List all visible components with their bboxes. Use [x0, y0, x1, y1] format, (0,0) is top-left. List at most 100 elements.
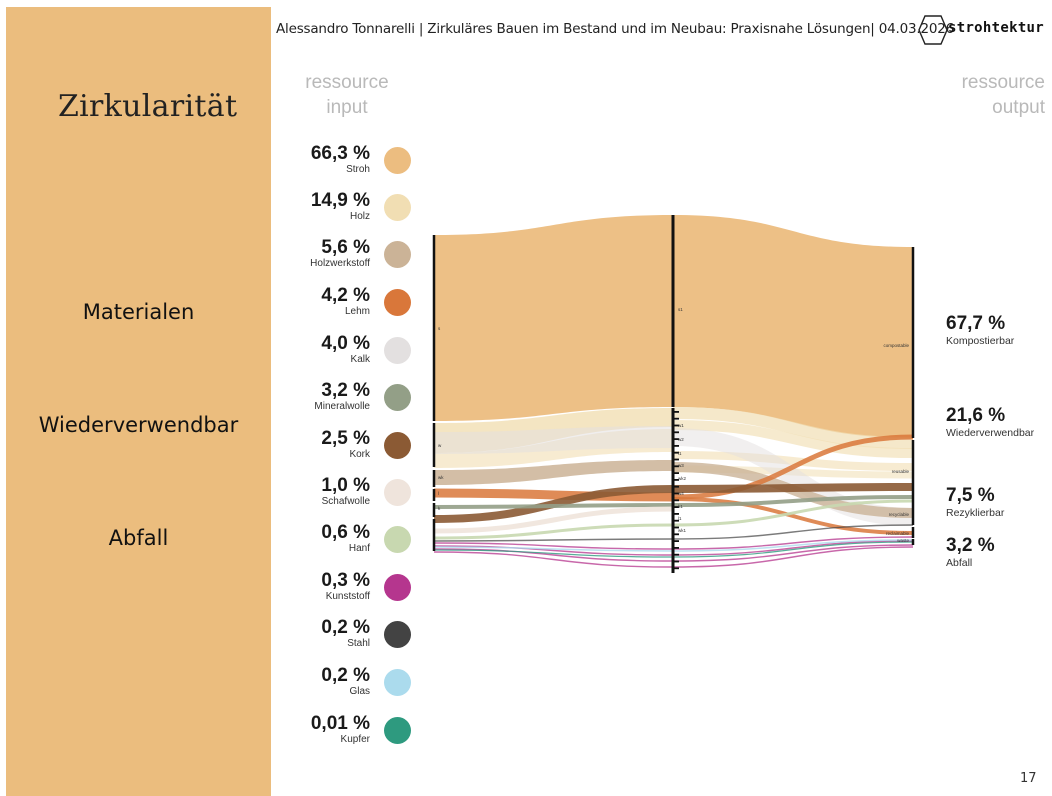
- sankey-node-labels: s w wk l k s1 w1 w2 l1 w3 wk2 w4 k1 l1 wk1 compostable r…: [438, 307, 909, 543]
- node-label: l1: [678, 516, 682, 521]
- node-tick: [674, 533, 679, 536]
- node-bar-col3-compostable: [911, 247, 915, 438]
- node-label: wk: [438, 475, 444, 480]
- node-tick: [674, 465, 679, 468]
- node-label: w: [438, 443, 442, 448]
- sidebar-item-wiederverwendbar[interactable]: Wiederverwendbar: [38, 413, 239, 437]
- node-tick: [674, 417, 679, 420]
- legend-color-dot: [384, 289, 411, 316]
- output-item: 3,2 % Abfall: [946, 535, 995, 569]
- flow-holzwerkstoff-left: [434, 460, 673, 485]
- node-label: w2: [678, 437, 684, 442]
- flow-hanf-left: [433, 523, 674, 540]
- node-tick: [674, 553, 679, 556]
- flow-mineralwolle-left: [433, 503, 674, 509]
- node-bar-col3-reusable: [911, 440, 915, 525]
- flow-hanf-right: [672, 499, 914, 527]
- node-label: k1: [678, 504, 683, 509]
- legend-color-dot: [384, 479, 411, 506]
- node-label: s: [438, 326, 441, 331]
- node-bar-col1-holz: [432, 423, 436, 467]
- legend-material-name: Kalk: [350, 354, 370, 365]
- legend-material-name: Schafwolle: [321, 496, 370, 507]
- legend-color-dot: [384, 621, 411, 648]
- node-bar-col1-kork: [432, 503, 436, 517]
- node-tick: [674, 458, 679, 461]
- output-category-name: Rezyklierbar: [946, 507, 1005, 519]
- node-label: l1: [678, 451, 682, 456]
- node-tick: [674, 479, 679, 481]
- legend-item: 0,3 % Kunststoff: [270, 570, 420, 614]
- legend-item: 3,2 % Mineralwolle: [270, 380, 420, 424]
- legend-color-dot: [384, 432, 411, 459]
- sankey-node-bars: [432, 215, 915, 573]
- legend-material-name: Holzwerkstoff: [310, 258, 370, 269]
- flow-kunststoff-right: [672, 546, 914, 568]
- node-bar-col3-recyclable: [911, 527, 915, 538]
- legend-percent: 0,01 %: [310, 713, 370, 734]
- node-tick: [674, 438, 679, 440]
- node-bar-col1-lehm: [432, 489, 436, 501]
- node-label: w1: [678, 423, 684, 428]
- legend-percent: 2,5 %: [321, 428, 370, 449]
- node-label: s1: [678, 307, 683, 312]
- legend-percent: 0,3 %: [321, 570, 370, 591]
- node-bar-col2-rest: [671, 408, 675, 573]
- node-tick: [674, 540, 679, 542]
- node-label: wk1: [678, 528, 686, 533]
- node-tick: [674, 567, 679, 570]
- node-tick: [674, 451, 679, 454]
- flow-stroh-right: [673, 215, 913, 438]
- legend-item: 4,0 % Kalk: [270, 333, 420, 377]
- resource-input-line2: input: [326, 97, 368, 118]
- sankey-diagram: s w wk l k s1 w1 w2 l1 w3 wk2 w4 k1 l1 wk1 compostable r…: [432, 215, 915, 573]
- legend-percent: 0,6 %: [321, 522, 370, 543]
- legend-percent: 4,2 %: [321, 285, 370, 306]
- flow-kunststoff-right: [672, 540, 914, 556]
- legend-color-dot: [384, 147, 411, 174]
- legend-color-dot: [384, 337, 411, 364]
- sidebar-item-abfall[interactable]: Abfall: [108, 526, 169, 550]
- legend-item: 14,9 % Holz: [270, 190, 420, 234]
- legend-color-dot: [384, 717, 411, 744]
- legend-item: 0,6 % Hanf: [270, 522, 420, 566]
- flow-kupfer-left: [433, 549, 674, 558]
- node-bar-col3-waste: [911, 539, 915, 545]
- flow-kork-right: [672, 483, 914, 493]
- legend-percent: 0,2 %: [321, 617, 370, 638]
- flow-mineralwolle-right: [672, 495, 914, 507]
- node-label: wk2: [678, 476, 686, 481]
- node-tick: [674, 431, 679, 434]
- node-tick: [674, 445, 679, 447]
- sidebar-item-materialen[interactable]: Materialen: [82, 300, 195, 324]
- node-label: w3: [678, 463, 684, 468]
- node-bar-col1-holzwerkstoff: [432, 470, 436, 487]
- resource-input-line1: ressource: [305, 72, 389, 93]
- node-tick: [674, 519, 679, 522]
- logo-text: strohtektur: [948, 20, 1045, 36]
- flow-stroh-left: [434, 215, 673, 421]
- node-label: reusable: [892, 469, 910, 474]
- legend-color-dot: [384, 526, 411, 553]
- flow-kunststoff-left: [433, 548, 674, 562]
- resource-output-line2: output: [992, 97, 1045, 118]
- node-label: w4: [678, 491, 684, 496]
- resource-output-line1: ressource: [961, 72, 1045, 93]
- node-tick: [674, 424, 679, 427]
- node-label: k: [438, 506, 441, 511]
- node-label: l: [438, 491, 439, 496]
- node-label: compostable: [883, 343, 909, 348]
- sidebar-panel: Zirkularität Materialen Wiederverwendbar…: [6, 7, 271, 796]
- legend-percent: 5,6 %: [321, 237, 370, 258]
- legend-material-name: Holz: [349, 211, 370, 222]
- legend-color-dot: [384, 241, 411, 268]
- page-number: 17: [1020, 771, 1037, 786]
- legend-item: 5,6 % Holzwerkstoff: [270, 237, 420, 281]
- node-tick: [674, 513, 679, 515]
- legend-item: 0,2 % Stahl: [270, 617, 420, 661]
- output-category-name: Kompostierbar: [946, 335, 1015, 347]
- flow-glas-right: [672, 539, 914, 552]
- flow-kunststoff-left: [433, 545, 674, 556]
- node-tick: [674, 485, 679, 488]
- sidebar-title: Zirkularität: [58, 89, 238, 124]
